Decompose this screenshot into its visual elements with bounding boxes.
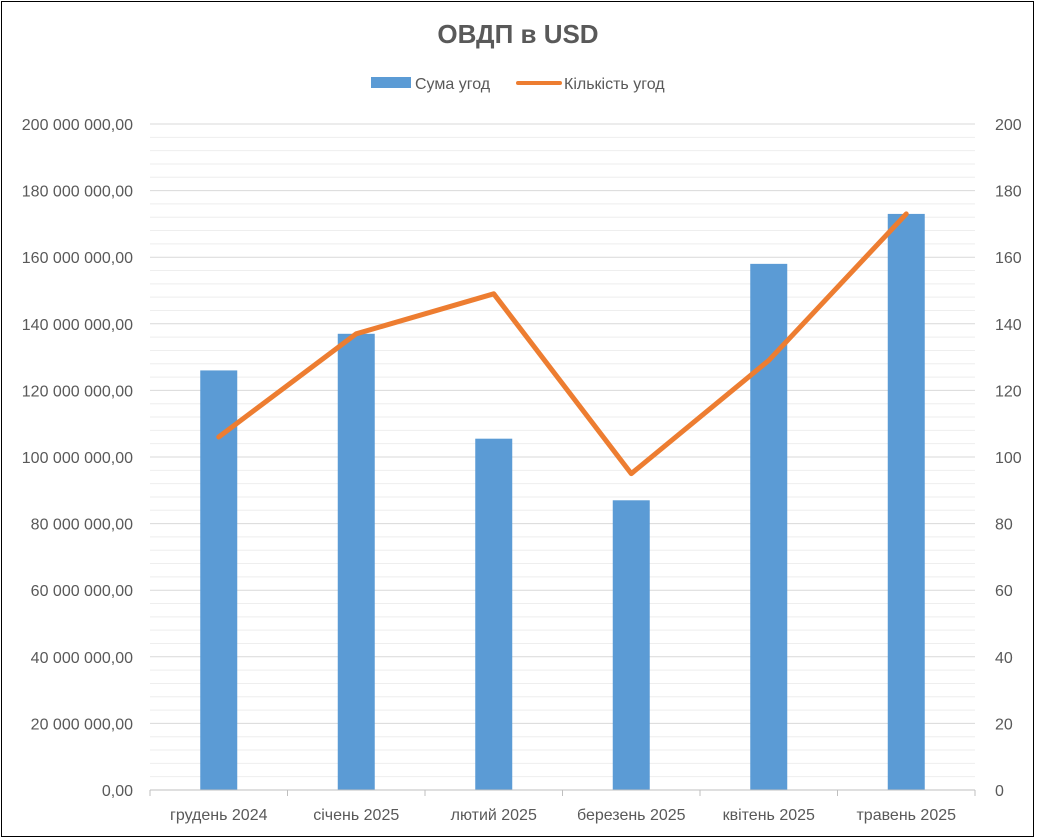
y-right-tick-label: 140 [995, 317, 1022, 334]
y-left-tick-label: 60 000 000,00 [31, 583, 133, 600]
gridlines [150, 123, 975, 791]
y-left-tick-label: 100 000 000,00 [22, 450, 133, 467]
y-right-tick-label: 80 [995, 517, 1013, 534]
y-right-tick-label: 180 [995, 184, 1022, 201]
x-tick-label: лютий 2025 [451, 807, 537, 824]
x-axis: грудень 2024 січень 2025 лютий 2025 березен… [149, 789, 976, 824]
y-left-tick-label: 20 000 000,00 [31, 716, 133, 733]
x-tick-label: квітень 2025 [723, 807, 815, 824]
bar [612, 500, 650, 790]
legend-swatch-bar [371, 77, 411, 88]
y-axis-left: 0,00 20 000 000,00 40 000 000,00 60 000 000… [22, 117, 133, 800]
y-right-tick-label: 120 [995, 383, 1022, 400]
y-axis-right: 0 20 40 60 80 100 120 140 160 180 200 [995, 117, 1022, 800]
x-tick-label: грудень 2024 [170, 807, 268, 824]
count-line [216, 211, 909, 477]
y-right-tick-label: 200 [995, 117, 1022, 134]
y-left-tick-label: 80 000 000,00 [31, 517, 133, 534]
line-series [216, 211, 909, 477]
legend-label-bar: Сума угод [415, 76, 491, 93]
bar [200, 370, 238, 790]
x-tick-label: січень 2025 [313, 807, 399, 824]
bar [750, 263, 788, 790]
y-right-tick-label: 40 [995, 650, 1013, 667]
bar [475, 438, 513, 790]
y-right-tick-label: 100 [995, 450, 1022, 467]
legend: Сума угод Кількість угод [371, 76, 665, 93]
bar-series [200, 213, 925, 790]
y-left-tick-label: 200 000 000,00 [22, 117, 133, 134]
y-right-tick-label: 60 [995, 583, 1013, 600]
y-left-tick-label: 120 000 000,00 [22, 383, 133, 400]
y-left-tick-label: 140 000 000,00 [22, 317, 133, 334]
bar [887, 213, 925, 790]
legend-label-line: Кількість угод [564, 76, 665, 93]
y-left-tick-label: 40 000 000,00 [31, 650, 133, 667]
y-right-tick-label: 160 [995, 250, 1022, 267]
y-left-tick-label: 0,00 [102, 783, 133, 800]
y-right-tick-label: 20 [995, 716, 1013, 733]
bar [337, 333, 375, 790]
y-left-tick-label: 180 000 000,00 [22, 184, 133, 201]
chart-title: ОВДП в USD [437, 19, 598, 49]
y-right-tick-label: 0 [995, 783, 1004, 800]
y-left-tick-label: 160 000 000,00 [22, 250, 133, 267]
x-tick-label: травень 2025 [856, 807, 956, 824]
x-tick-label: березень 2025 [577, 807, 686, 824]
